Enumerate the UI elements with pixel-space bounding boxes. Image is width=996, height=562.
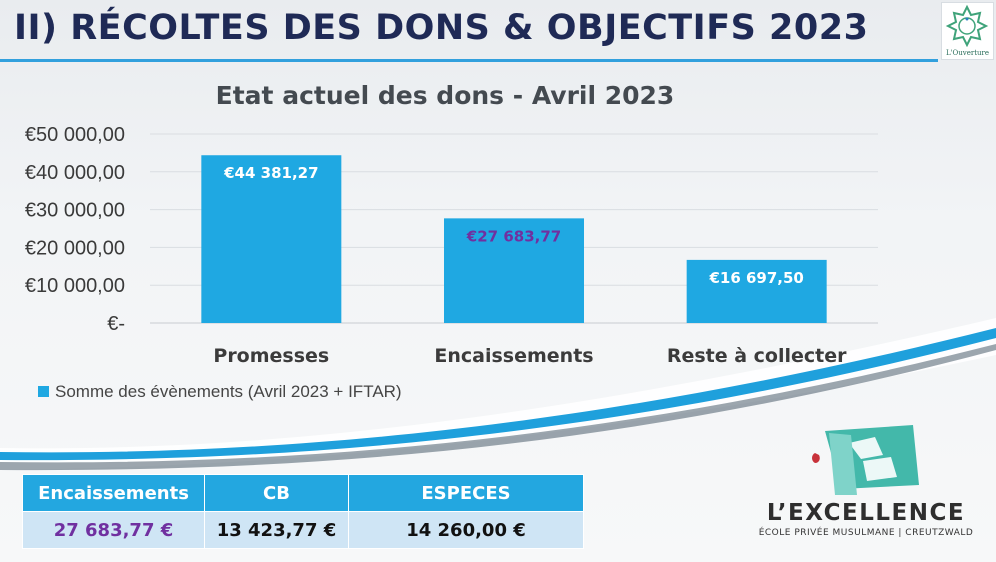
cell-encaissements: 27 683,77 € bbox=[22, 511, 205, 549]
bar bbox=[686, 259, 827, 323]
star-emblem-icon bbox=[945, 4, 989, 48]
brand-logo: L'Ouverture bbox=[941, 2, 994, 60]
school-subtitle: ÉCOLE PRIVÉE MUSULMANE | CREUTZWALD bbox=[758, 528, 974, 538]
header-cb: CB bbox=[204, 474, 349, 512]
table-row: 27 683,77 € 13 423,77 € 14 260,00 € bbox=[22, 511, 584, 549]
legend-swatch bbox=[38, 386, 49, 397]
y-tick-label: €40 000,00 bbox=[25, 162, 125, 184]
category-label: Promesses bbox=[213, 345, 329, 367]
bar-data-label: €44 381,27 bbox=[223, 164, 318, 182]
y-tick-label: €10 000,00 bbox=[25, 275, 125, 297]
legend: Somme des évènements (Avril 2023 + IFTAR… bbox=[38, 382, 402, 401]
category-label: Reste à collecter bbox=[667, 345, 847, 367]
table-header-row: Encaissements CB ESPECES bbox=[22, 474, 584, 512]
bar bbox=[444, 218, 584, 323]
chart-title: Etat actuel des dons - Avril 2023 bbox=[216, 81, 675, 110]
category-label: Encaissements bbox=[434, 345, 593, 367]
y-tick-label: €30 000,00 bbox=[25, 200, 125, 222]
cell-cb: 13 423,77 € bbox=[204, 511, 349, 549]
y-axis: €- €10 000,00 €20 000,00 €30 000,00 €40 000,… bbox=[25, 124, 125, 335]
bar-data-label: €27 683,77 bbox=[466, 227, 561, 245]
excellence-logo-icon bbox=[812, 425, 919, 495]
school-name: L’EXCELLENCE bbox=[766, 500, 966, 526]
legend-label: Somme des évènements (Avril 2023 + IFTAR… bbox=[55, 382, 402, 401]
y-tick-label: €20 000,00 bbox=[25, 237, 125, 259]
y-tick-label: €50 000,00 bbox=[25, 124, 125, 146]
payment-summary-table: Encaissements CB ESPECES 27 683,77 € 13 … bbox=[22, 474, 584, 549]
bars: €44 381,27 €27 683,77 €16 697,50 bbox=[201, 155, 827, 323]
bar-chart: Etat actuel des dons - Avril 2023 €- €10 … bbox=[25, 81, 878, 401]
slide-title: II) RÉCOLTES DES DONS & OBJECTIFS 2023 bbox=[14, 8, 869, 48]
header-encaissements: Encaissements bbox=[22, 474, 205, 512]
y-tick-label: €- bbox=[107, 313, 125, 335]
x-axis: Promesses Encaissements Reste à collecter bbox=[213, 345, 847, 367]
header-especes: ESPECES bbox=[348, 474, 584, 512]
bar bbox=[201, 155, 342, 323]
bar-data-label: €16 697,50 bbox=[708, 269, 803, 287]
cell-especes: 14 260,00 € bbox=[348, 511, 584, 549]
brand-logo-caption: L'Ouverture bbox=[945, 49, 990, 57]
title-divider bbox=[0, 59, 938, 62]
